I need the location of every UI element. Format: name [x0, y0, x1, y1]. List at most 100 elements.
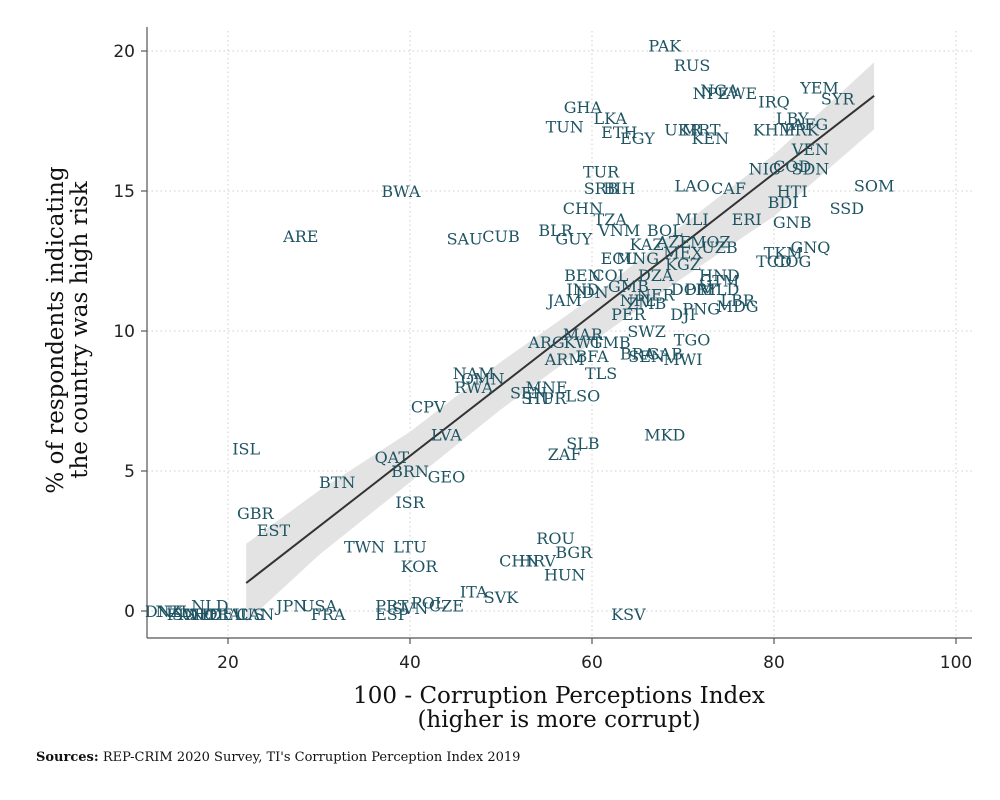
point-label-moz: MOZ: [690, 232, 731, 251]
point-label-nga: NGA: [700, 81, 739, 100]
point-label-mld: MLD: [699, 280, 739, 299]
point-label-cze: CZE: [429, 596, 464, 615]
point-label-ksv: KSV: [611, 605, 646, 624]
point-label-can: CAN: [236, 605, 274, 624]
point-label-ven: VEN: [791, 140, 829, 159]
point-label-irq: IRQ: [758, 92, 789, 111]
point-label-zwe: ZWE: [718, 84, 757, 103]
point-label-mkd: MKD: [644, 426, 685, 445]
point-label-dji: DJI: [670, 305, 696, 324]
ci-band: [246, 62, 875, 623]
point-label-tur: TUR: [583, 162, 620, 181]
y-tick-label-10: 10: [113, 322, 135, 342]
point-label-eri: ERI: [732, 210, 762, 229]
point-label-ner: NER: [637, 286, 676, 305]
point-label-som: SOM: [854, 176, 894, 195]
point-label-deu: DEU: [209, 605, 247, 624]
point-label-png: PNG: [682, 300, 720, 319]
point-label-nor: NOR: [190, 605, 230, 624]
x-tick-label-60: 60: [581, 653, 603, 673]
y-axis-title-line2: the country was high risk: [67, 180, 93, 479]
point-label-chn: CHN: [563, 199, 603, 218]
point-label-tls: TLS: [585, 364, 617, 383]
point-label-mdg: MDG: [717, 297, 759, 316]
point-label-gmb: GMB: [590, 333, 631, 352]
point-label-mng: MNG: [616, 249, 659, 268]
point-label-eth: ETH: [601, 123, 637, 142]
point-label-caf: CAF: [711, 179, 746, 198]
y-tick-label-15: 15: [113, 182, 135, 202]
point-label-cod: COD: [773, 157, 811, 176]
point-label-stp: STP: [521, 389, 554, 408]
point-label-hti: HTI: [777, 182, 808, 201]
point-label-gmb: GMB: [608, 277, 649, 296]
point-label-ecu: ECU: [601, 249, 638, 268]
point-label-mne: MNE: [525, 378, 567, 397]
point-label-bfa: BFA: [575, 347, 608, 366]
point-label-aus: AUS: [227, 605, 264, 624]
point-label-hur: HUR: [527, 389, 567, 408]
point-label-gnq: GNQ: [790, 238, 830, 257]
point-label-nld: NLD: [191, 596, 228, 615]
point-label-ukr: UKR: [664, 120, 702, 139]
point-label-egy: EGY: [620, 129, 655, 148]
point-label-syr: SYR: [821, 90, 856, 109]
point-label-pol: POL: [411, 594, 446, 613]
point-label-jam: JAM: [546, 291, 582, 310]
point-label-idn: IDN: [575, 283, 608, 302]
point-label-tza: TZA: [594, 210, 628, 229]
source-prefix: Sources:: [36, 750, 99, 765]
point-label-prk: PRK: [784, 120, 820, 139]
fit-line: [245, 95, 875, 584]
point-label-arg: ARG: [527, 333, 564, 352]
point-label-col: COL: [592, 266, 628, 285]
point-label-tgo: TGO: [674, 330, 711, 349]
x-axis-title-line1: 100 - Corruption Perceptions Index: [353, 683, 765, 709]
point-label-tcd: TCD: [756, 252, 792, 271]
point-label-che: CHE: [182, 605, 220, 624]
point-label-lao: LAO: [674, 176, 709, 195]
point-label-khm: KHM: [753, 120, 795, 139]
point-label-kaz: KAZ: [630, 235, 664, 254]
y-tick-label-0: 0: [124, 602, 135, 622]
point-label-vnm: VNM: [597, 221, 640, 240]
point-label-blr: BLR: [538, 221, 573, 240]
point-label-svk: SVK: [484, 588, 520, 607]
point-label-aze: AZE: [656, 232, 691, 251]
point-label-mex: MEX: [663, 244, 703, 263]
point-label-rus: RUS: [674, 56, 711, 75]
point-label-npl: NPL: [693, 84, 729, 103]
point-label-dza: DZA: [638, 266, 674, 285]
point-label-jpn: JPN: [274, 596, 307, 615]
point-label-pry: PRY: [685, 280, 718, 299]
point-label-lby: LBY: [776, 109, 809, 128]
point-label-twn: TWN: [344, 538, 385, 557]
point-label-cog: COG: [773, 252, 811, 271]
point-label-zaf: ZAF: [548, 445, 582, 464]
point-label-cub: CUB: [482, 227, 519, 246]
x-tick-label-40: 40: [399, 653, 421, 673]
point-label-nic: NIC: [749, 160, 782, 179]
point-label-chn: CHN: [499, 552, 539, 571]
point-label-hun: HUN: [544, 566, 585, 585]
point-label-uzb: UZB: [701, 238, 737, 257]
point-label-kor: KOR: [401, 557, 439, 576]
point-label-ind: IND: [566, 280, 599, 299]
point-label-sen: SEN: [628, 347, 665, 366]
y-axis-title-line1: % of respondents indicating: [43, 166, 69, 493]
y-tick-label-20: 20: [113, 42, 135, 62]
x-tick-label-20: 20: [217, 653, 239, 673]
point-label-ltu: LTU: [393, 538, 426, 557]
point-label-rwa: RWA: [454, 378, 493, 397]
point-label-zmb: ZMB: [627, 294, 666, 313]
point-label-swz: SWZ: [627, 322, 666, 341]
point-label-kwt: KWT: [564, 333, 603, 352]
point-label-dnk: DNK: [145, 602, 185, 621]
point-label-tun: TUN: [546, 118, 584, 137]
point-label-npl: NPL: [620, 291, 656, 310]
point-label-mrt: MRT: [682, 120, 721, 139]
point-label-omn: OMN: [461, 370, 505, 389]
point-label-tkm: TKM: [764, 244, 803, 263]
point-label-gbr: GBR: [237, 504, 275, 523]
